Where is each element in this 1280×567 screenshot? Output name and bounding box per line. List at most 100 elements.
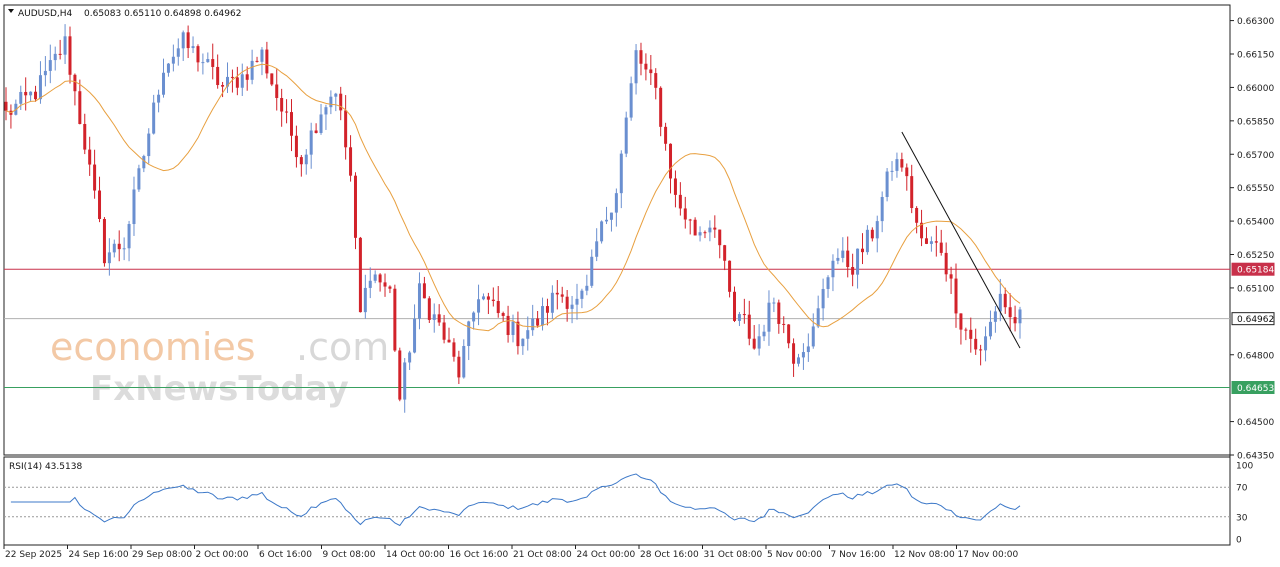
candle-body [974, 338, 978, 350]
candle-body [875, 221, 879, 239]
candlestick-series [4, 24, 1022, 413]
candle-body [226, 76, 230, 87]
candle [560, 286, 564, 303]
candle [452, 338, 456, 362]
candle-body [1018, 309, 1022, 324]
candle-body [585, 285, 589, 291]
symbol-dropdown-icon[interactable] [8, 9, 14, 13]
candle [58, 39, 62, 60]
candle-body [196, 46, 200, 63]
candle-body [757, 336, 761, 349]
price-tick-label: 0.65400 [1237, 218, 1274, 228]
candle-body [984, 336, 988, 351]
candle [43, 56, 47, 87]
candle [708, 220, 712, 242]
candle-body [403, 362, 407, 400]
candle [29, 91, 33, 102]
candle [235, 66, 239, 96]
candle [240, 63, 244, 96]
candle-body [147, 133, 151, 157]
candle-body [63, 36, 67, 55]
candle [698, 226, 702, 242]
candle [895, 152, 899, 178]
candle [979, 344, 983, 366]
candle [865, 225, 869, 255]
candle-body [38, 75, 42, 100]
candle [191, 36, 195, 54]
candle-body [979, 349, 983, 351]
time-tick-label: 17 Nov 00:00 [958, 550, 1019, 560]
candle [536, 310, 540, 328]
candle [334, 92, 338, 112]
candle-body [235, 77, 239, 88]
candle-body [905, 167, 909, 177]
candle-body [821, 288, 825, 309]
candle-body [693, 219, 697, 236]
candle [34, 85, 38, 102]
candle [280, 88, 284, 127]
candle [14, 99, 18, 116]
moving-average-line [5, 63, 1021, 332]
rsi-label: RSI(14) 43.5138 [9, 462, 82, 472]
candle [929, 236, 933, 252]
candle [782, 316, 786, 334]
candle-body [688, 219, 692, 221]
candle-body [959, 313, 963, 330]
candle-body [457, 356, 461, 378]
candle-body [949, 274, 953, 279]
candle-body [250, 60, 254, 80]
candle [875, 215, 879, 253]
candle [462, 339, 466, 379]
candle [107, 238, 111, 276]
candle [38, 61, 42, 104]
candle [329, 90, 333, 115]
candle-body [142, 156, 146, 169]
time-tick-label: 16 Oct 16:00 [450, 550, 509, 560]
candle [595, 228, 599, 262]
candle [417, 272, 421, 330]
candle [78, 79, 82, 125]
candle [63, 24, 67, 64]
candle [826, 275, 830, 298]
candle [403, 358, 407, 413]
candle [255, 56, 259, 63]
candle-body [353, 175, 357, 238]
candle-body [299, 157, 303, 165]
candle [649, 55, 653, 85]
symbol-label[interactable]: AUDUSD,H4 [18, 9, 73, 19]
candle [737, 311, 741, 327]
candle [481, 293, 485, 301]
candle-body [772, 302, 776, 304]
candle-body [649, 69, 653, 74]
candle [836, 248, 840, 265]
candle [181, 30, 185, 61]
candle-body [221, 85, 225, 87]
candle [796, 353, 800, 367]
candle [211, 43, 215, 80]
candle-body [289, 112, 293, 136]
resistance-price-label: 0.65184 [1237, 266, 1274, 276]
resistance-price-tag [1231, 262, 1275, 276]
time-tick-label: 21 Oct 08:00 [513, 550, 572, 560]
candle [673, 170, 677, 208]
candle [703, 230, 707, 239]
candle [408, 350, 412, 371]
candle [609, 212, 613, 232]
candle [516, 311, 520, 355]
price-tick-label: 0.64500 [1237, 418, 1274, 428]
candle-body [506, 315, 510, 336]
time-tick-label: 7 Nov 16:00 [831, 550, 886, 560]
candle [457, 350, 461, 385]
rsi-tick-label: 100 [1236, 462, 1253, 472]
candle-body [900, 159, 904, 168]
candle [821, 278, 825, 321]
candle [767, 290, 771, 346]
candle [752, 325, 756, 350]
candle [944, 242, 948, 282]
candle [787, 324, 791, 349]
candle [73, 73, 77, 106]
candle-body [526, 330, 530, 339]
candle-body [339, 93, 343, 111]
candle-body [841, 250, 845, 258]
